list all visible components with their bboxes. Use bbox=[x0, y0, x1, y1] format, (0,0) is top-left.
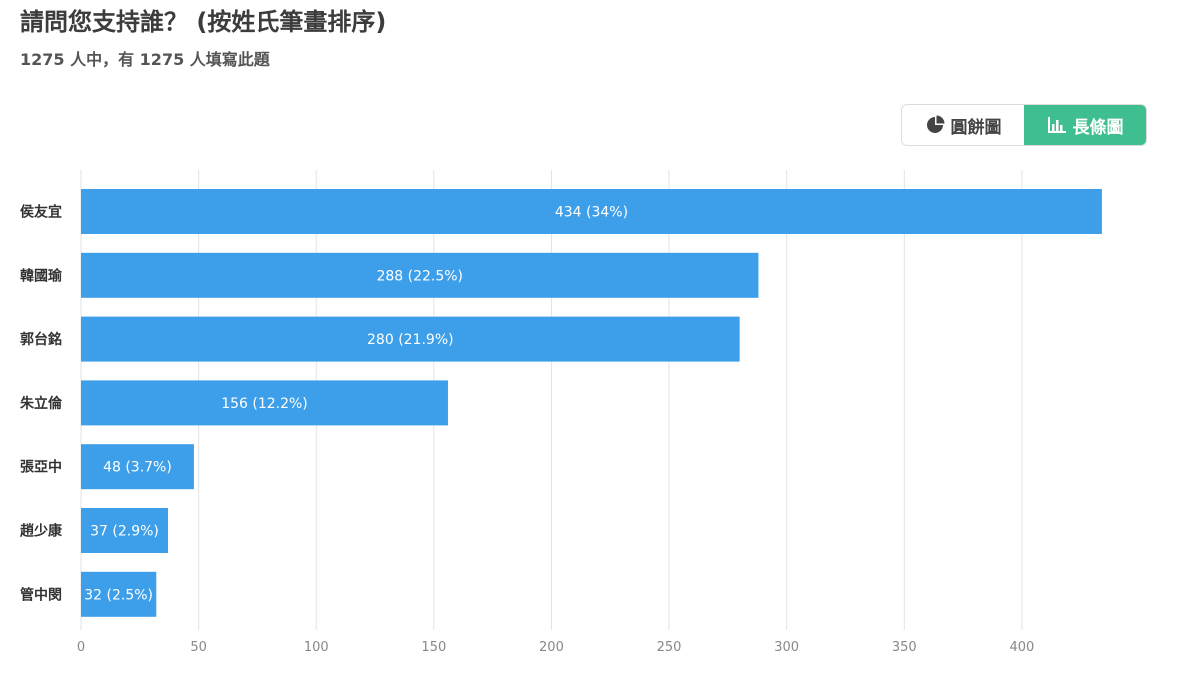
x-tick-label: 100 bbox=[304, 640, 329, 655]
x-tick-label: 250 bbox=[657, 640, 682, 655]
bar[interactable] bbox=[81, 380, 448, 426]
bar-chart-button[interactable]: 長條圖 bbox=[1024, 105, 1146, 145]
page-title: 請問您支持誰？ (按姓氏筆畫排序) bbox=[20, 8, 387, 36]
category-label: 朱立倫 bbox=[20, 395, 63, 412]
bar-chart-icon bbox=[1047, 116, 1067, 134]
category-label: 侯友宜 bbox=[20, 204, 62, 221]
pie-chart-icon bbox=[925, 115, 945, 135]
bar[interactable] bbox=[81, 571, 157, 617]
x-tick-label: 400 bbox=[1009, 640, 1034, 655]
bar-value-label: 156 (12.2%) bbox=[221, 396, 308, 412]
x-tick-label: 200 bbox=[539, 640, 564, 655]
category-label: 趙少康 bbox=[20, 523, 63, 540]
category-label: 張亞中 bbox=[20, 459, 62, 476]
bar-value-label: 32 (2.5%) bbox=[84, 587, 153, 603]
category-label: 韓國瑜 bbox=[20, 267, 63, 284]
bar-value-label: 434 (34%) bbox=[555, 205, 628, 221]
chart-type-toggle: 圓餅圖 長條圖 bbox=[901, 104, 1147, 146]
category-label: 管中閔 bbox=[20, 586, 62, 603]
x-tick-label: 50 bbox=[190, 640, 207, 655]
response-count: 1275 人中，有 1275 人填寫此題 bbox=[20, 50, 270, 69]
category-label: 郭台銘 bbox=[20, 331, 62, 348]
bar-value-label: 288 (22.5%) bbox=[376, 268, 463, 284]
x-tick-label: 150 bbox=[421, 640, 446, 655]
x-tick-label: 0 bbox=[77, 640, 85, 655]
pie-chart-label: 圓餅圖 bbox=[950, 117, 1002, 138]
bar[interactable] bbox=[81, 189, 1102, 234]
x-tick-label: 300 bbox=[774, 640, 799, 655]
x-tick-label: 350 bbox=[892, 640, 917, 655]
bar[interactable] bbox=[81, 444, 194, 490]
bar-value-label: 48 (3.7%) bbox=[103, 460, 172, 476]
bar[interactable] bbox=[81, 508, 169, 553]
bars bbox=[81, 189, 1102, 617]
bar[interactable] bbox=[81, 316, 740, 362]
bar-value-label: 280 (21.9%) bbox=[367, 332, 454, 348]
bar-chart-label: 長條圖 bbox=[1072, 117, 1124, 138]
bar-value-label: 37 (2.9%) bbox=[90, 524, 159, 540]
bar[interactable] bbox=[81, 252, 759, 298]
pie-chart-button[interactable]: 圓餅圖 bbox=[902, 105, 1024, 145]
labels: 0 50 100 150 200 250 300 350 400 侯友宜 434 (34%) 韓國瑜 2… bbox=[20, 204, 1034, 656]
